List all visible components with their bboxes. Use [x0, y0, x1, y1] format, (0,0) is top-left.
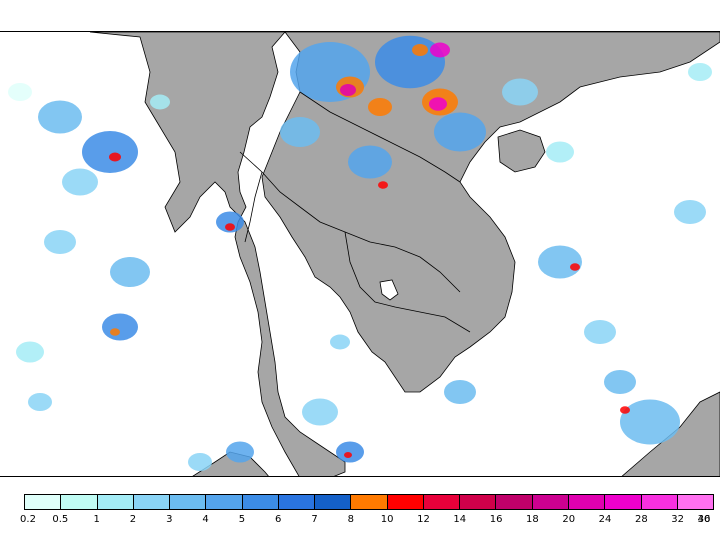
legend-swatch [677, 495, 714, 509]
legend-tick-label: 36 [697, 514, 711, 525]
hainan-island [497, 129, 546, 173]
precip-cell [62, 168, 98, 196]
legend-tick-label: 32 [671, 514, 685, 525]
precip-cell [109, 152, 121, 162]
precip-cell [16, 341, 44, 363]
precip-cell [110, 257, 150, 287]
legend-swatch [460, 495, 497, 509]
map-canvas [8, 32, 720, 476]
precipitation-overlay [8, 35, 712, 471]
legend-tick-label: 7 [311, 514, 318, 525]
legend-swatch [97, 495, 134, 509]
precip-cell [429, 97, 447, 111]
precip-cell [604, 370, 636, 394]
precip-cell [302, 398, 338, 426]
legend-swatch [133, 495, 171, 509]
legend-swatch [568, 495, 606, 509]
precip-cell [434, 112, 486, 152]
precip-cell [502, 78, 538, 106]
legend-swatch [532, 495, 569, 509]
precip-cell [348, 145, 392, 179]
legend-swatch [242, 495, 279, 509]
legend-swatch [641, 495, 678, 509]
legend-tick-label: 1 [93, 514, 100, 525]
precip-cell [674, 200, 706, 224]
precip-cell [375, 35, 445, 89]
legend-tick-label: 18 [526, 514, 539, 525]
precip-cell [102, 313, 138, 341]
legend-tick-label: 5 [238, 514, 246, 525]
precip-cell [344, 452, 352, 458]
legend-swatch [315, 495, 352, 509]
legend-tick-label: 14 [453, 514, 467, 525]
legend-tick-label: 20 [562, 514, 576, 525]
legend-tick-label: 40 [697, 514, 711, 525]
precip-cell [368, 98, 392, 116]
legend-tick-label: 2 [129, 514, 137, 525]
precip-cell [538, 245, 582, 279]
legend-tick-label: 10 [380, 514, 394, 525]
legend-tick-label: 12 [417, 514, 430, 525]
legend-tick-label: 16 [489, 514, 503, 525]
precip-cell [378, 181, 388, 189]
precip-cell [28, 393, 52, 411]
precip-cell [430, 42, 450, 58]
precip-cell [620, 406, 630, 414]
legend-tick-label: 0.5 [52, 514, 69, 525]
precip-cell [226, 441, 254, 463]
precip-cell [336, 441, 364, 463]
precip-cell [216, 211, 244, 233]
legend-swatch [351, 495, 388, 509]
legend-swatch [206, 495, 243, 509]
precip-cell [8, 83, 32, 101]
precip-cell [412, 44, 428, 56]
precip-cell [688, 63, 712, 81]
legend-swatch [605, 495, 642, 509]
legend-swatch [496, 495, 533, 509]
precip-cell [570, 263, 580, 271]
precip-cell [330, 334, 350, 350]
mainland-landmass [89, 32, 346, 476]
legend-color-bar [24, 494, 714, 510]
legend-tick-label: 8 [347, 514, 355, 525]
legend-tick-label: 28 [634, 514, 648, 525]
legend-tick-label: 0.2 [20, 514, 36, 525]
legend-swatch [170, 495, 207, 509]
tonle-sap [379, 279, 399, 301]
precip-cell [188, 453, 212, 471]
precip-cell [444, 380, 476, 404]
precip-cell [82, 131, 138, 173]
legend-tick-label: 6 [275, 514, 282, 525]
legend-swatch [278, 495, 316, 509]
precip-cell [44, 230, 76, 254]
precip-cell [546, 141, 574, 163]
precip-cell [225, 223, 235, 231]
precip-cell [620, 399, 680, 445]
precip-cell [150, 94, 170, 110]
borneo-landmass [621, 391, 720, 476]
color-scale-legend: 0.2 0.5 1 2 3 4 5 6 7 8 10 12 14 16 18 20 24 28 32 36 40 [20, 494, 714, 534]
precip-cell [38, 100, 82, 134]
legend-tick-label: 4 [202, 514, 209, 525]
legend-swatch [25, 495, 62, 509]
legend-tick-labels: 0.2 0.5 1 2 3 4 5 6 7 8 10 12 14 16 18 20 24 28 32 36 40 [20, 514, 714, 530]
country-borders [239, 91, 471, 333]
precip-cell [584, 320, 616, 344]
precip-cell [280, 117, 320, 147]
precip-cell [110, 328, 120, 336]
legend-swatch [61, 495, 98, 509]
legend-tick-label: 24 [598, 514, 612, 525]
precip-cell [340, 84, 356, 96]
legend-tick-label: 3 [166, 514, 173, 525]
legend-swatch [387, 495, 424, 509]
legend-swatch [423, 495, 461, 509]
precipitation-map [0, 31, 720, 477]
